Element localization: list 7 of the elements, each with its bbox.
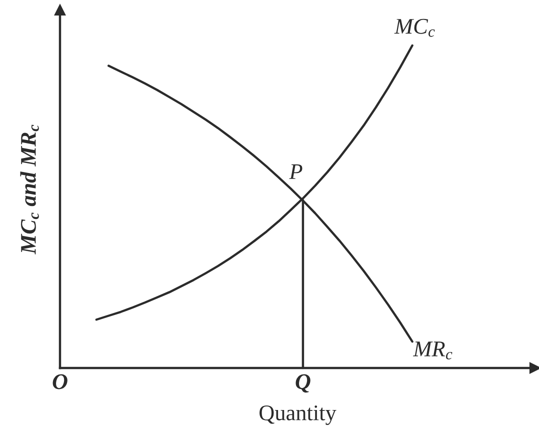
- annotation: P: [289, 164, 302, 179]
- series-label: MC$_{c}$: [394, 18, 435, 37]
- x-axis-title: Quantity: [260, 405, 336, 425]
- x-tick-label: O: [52, 374, 68, 390]
- y-axis-title: MC$_{c}$ and MR$_{c}$: [20, 124, 39, 254]
- x-tick-label: Q: [296, 374, 310, 393]
- series-label: MR$_{c}$: [412, 342, 452, 360]
